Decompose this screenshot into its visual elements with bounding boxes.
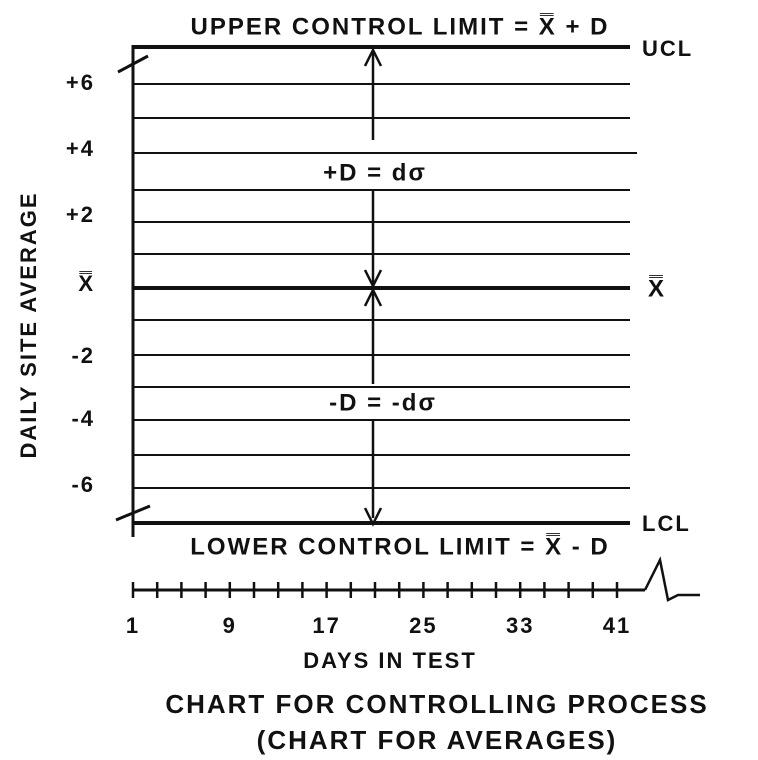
x-label: 41 <box>603 613 631 638</box>
y-label: X̿ <box>78 271 95 296</box>
x-label: 25 <box>409 613 437 638</box>
y-label: -6 <box>71 472 95 497</box>
y-axis-title: DAILY SITE AVERAGE <box>16 191 41 458</box>
x-label: 9 <box>223 613 237 638</box>
axis-break <box>115 504 151 522</box>
x-label: 17 <box>312 613 340 638</box>
caption-line2: (CHART FOR AVERAGES) <box>257 725 618 755</box>
upper-limit-label: UPPER CONTROL LIMIT = X̿ + D <box>191 13 610 40</box>
lcl-label: LCL <box>642 511 691 536</box>
minus-d-label: -D = -dσ <box>329 389 437 416</box>
ucl-label: UCL <box>642 36 693 61</box>
lower-limit-label: LOWER CONTROL LIMIT = X̿ - D <box>190 533 610 560</box>
y-label: -4 <box>71 406 95 431</box>
x-axis-title: DAYS IN TEST <box>303 648 477 673</box>
center-right-label: X̿ <box>648 275 666 302</box>
y-label: -2 <box>71 343 95 368</box>
plus-d-label: +D = dσ <box>323 159 427 186</box>
y-label: +2 <box>66 202 95 227</box>
y-label: +4 <box>66 136 95 161</box>
caption-line1: CHART FOR CONTROLLING PROCESS <box>165 689 708 719</box>
x-label: 33 <box>506 613 534 638</box>
label-bg <box>310 160 440 188</box>
axis-break <box>643 556 700 602</box>
y-label: +6 <box>66 70 95 95</box>
label-bg <box>310 390 460 418</box>
axis-break <box>117 54 149 74</box>
x-label: 1 <box>126 613 140 638</box>
